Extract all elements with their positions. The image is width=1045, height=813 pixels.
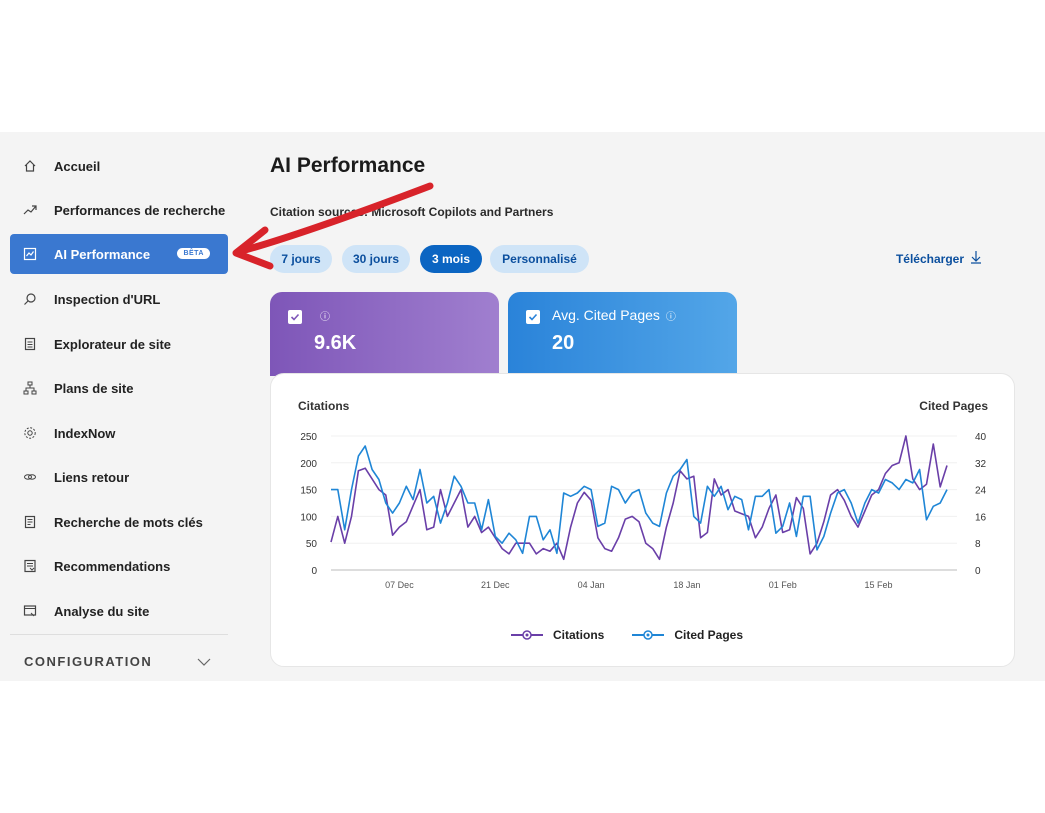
cited-pages-value: 20 (552, 332, 575, 354)
y-tick-label-left: 100 (300, 512, 317, 523)
y-tick-label-left: 200 (300, 459, 317, 470)
document-icon (22, 336, 38, 352)
page-title: AI Performance (270, 154, 426, 177)
citations-card[interactable]: ⓘ 9.6K (270, 292, 499, 376)
cited-pages-card-label: Avg. Cited Pages ⓘ (552, 307, 676, 323)
configuration-section-toggle[interactable]: CONFIGURATION (24, 654, 153, 669)
sidebar-item-label: Liens retour (54, 469, 130, 485)
y-axis-title-left: Citations (298, 399, 350, 413)
line-chart[interactable]: 250 200 150 100 50 0 40 32 24 16 8 0 07 Dec 21 Dec 04 … (271, 374, 1014, 614)
info-icon[interactable]: ⓘ (665, 312, 676, 323)
sidebar-item-analyse[interactable]: Analyse du site (10, 591, 228, 631)
y-tick-label-right: 40 (975, 432, 987, 443)
citations-series-line (330, 435, 948, 561)
sidebar-item-performances[interactable]: Performances de recherche (10, 190, 228, 230)
home-icon (22, 158, 38, 174)
sidebar-item-label: Analyse du site (54, 603, 150, 619)
sidebar-divider (10, 634, 228, 635)
sidebar-item-indexnow[interactable]: IndexNow (10, 413, 228, 453)
download-button[interactable]: Télécharger (896, 250, 982, 267)
chart-panel: Citations Cited Pages 250 200 150 100 50 0 40 3… (270, 373, 1015, 667)
y-axis-title-right: Cited Pages (919, 399, 988, 413)
sidebar-item-recommendations[interactable]: Recommendations (10, 546, 228, 586)
download-icon (970, 250, 982, 267)
range-30-jours[interactable]: 30 jours (342, 245, 410, 273)
y-tick-label-right: 0 (975, 566, 981, 577)
site-analysis-icon (22, 603, 38, 619)
recommendation-icon (22, 558, 38, 574)
legend-item-cited-pages[interactable]: Cited Pages (632, 628, 743, 642)
citations-value: 9.6K (314, 332, 357, 354)
y-tick-label-right: 32 (975, 459, 987, 470)
sidebar-item-label: Performances de recherche (54, 202, 226, 218)
range-7-jours[interactable]: 7 jours (270, 245, 332, 273)
sidebar-item-label: Recherche de mots clés (54, 514, 203, 530)
x-tick-label: 04 Jan (578, 580, 605, 590)
legend-label-citations: Citations (553, 628, 605, 642)
y-tick-label-left: 150 (300, 486, 317, 497)
sitemap-icon (22, 380, 38, 396)
legend-label-cited-pages: Cited Pages (674, 628, 744, 642)
cited-pages-label-text: Avg. Cited Pages (552, 307, 660, 323)
cited-pages-legend-marker (632, 630, 665, 640)
y-tick-label-left: 250 (300, 432, 317, 443)
sidebar-item-inspection[interactable]: Inspection d'URL (10, 279, 228, 319)
x-tick-label: 18 Jan (673, 580, 700, 590)
info-icon[interactable]: ⓘ (320, 312, 330, 323)
sidebar-item-label: IndexNow (54, 425, 116, 441)
trend-icon (22, 202, 38, 218)
beta-badge: BÊTA (177, 248, 210, 259)
citation-sources: Citation sources: Microsoft Copilots and… (270, 205, 554, 219)
sidebar: Accueil Performances de recherche AI Per… (0, 132, 240, 681)
y-tick-label-left: 0 (311, 566, 317, 577)
keyword-icon (22, 514, 38, 530)
sidebar-item-label: Accueil (54, 158, 101, 174)
cited-pages-card[interactable]: Avg. Cited Pages ⓘ 20 (508, 292, 737, 376)
sidebar-item-liens[interactable]: Liens retour (10, 457, 228, 497)
cited-pages-series-line (331, 445, 948, 555)
y-tick-label-right: 8 (975, 539, 981, 550)
app-window: Accueil Performances de recherche AI Per… (0, 132, 1045, 681)
y-tick-label-right: 24 (975, 486, 987, 497)
sidebar-item-mots-cles[interactable]: Recherche de mots clés (10, 502, 228, 542)
y-tick-label-left: 50 (306, 539, 318, 550)
range-personnalise[interactable]: Personnalisé (490, 245, 589, 273)
sidebar-item-explorateur[interactable]: Explorateur de site (10, 324, 228, 364)
sidebar-item-label: Recommendations (54, 558, 171, 574)
sidebar-item-label: Plans de site (54, 380, 134, 396)
citations-card-label: ⓘ (314, 307, 330, 323)
cited-pages-checkbox[interactable] (526, 310, 540, 324)
sidebar-item-ai-performance[interactable]: AI Performance BÊTA (10, 234, 228, 274)
chevron-down-icon[interactable] (197, 654, 211, 672)
link-icon (22, 469, 38, 485)
main-content: AI Performance Citation sources: Microso… (270, 132, 1030, 681)
x-tick-label: 21 Dec (481, 580, 510, 590)
y-tick-label-right: 16 (975, 512, 987, 523)
range-3-mois[interactable]: 3 mois (420, 245, 482, 273)
download-label: Télécharger (895, 251, 964, 266)
citations-legend-marker (511, 630, 543, 640)
citations-checkbox[interactable] (288, 310, 302, 324)
sidebar-item-accueil[interactable]: Accueil (10, 146, 228, 186)
sidebar-item-label: Inspection d'URL (54, 291, 161, 307)
legend-item-citations[interactable]: Citations (511, 628, 604, 642)
x-tick-label: 07 Dec (385, 580, 414, 590)
x-tick-label: 15 Feb (865, 580, 893, 590)
sidebar-item-label: AI Performance (54, 246, 151, 262)
x-tick-label: 01 Feb (769, 580, 797, 590)
sidebar-item-plans[interactable]: Plans de site (10, 368, 228, 408)
chart-legend: Citations Cited Pages (511, 628, 761, 642)
ai-chart-icon (22, 246, 38, 262)
sidebar-item-label: Explorateur de site (54, 336, 172, 352)
gear-icon (22, 425, 38, 441)
search-icon (22, 291, 38, 307)
